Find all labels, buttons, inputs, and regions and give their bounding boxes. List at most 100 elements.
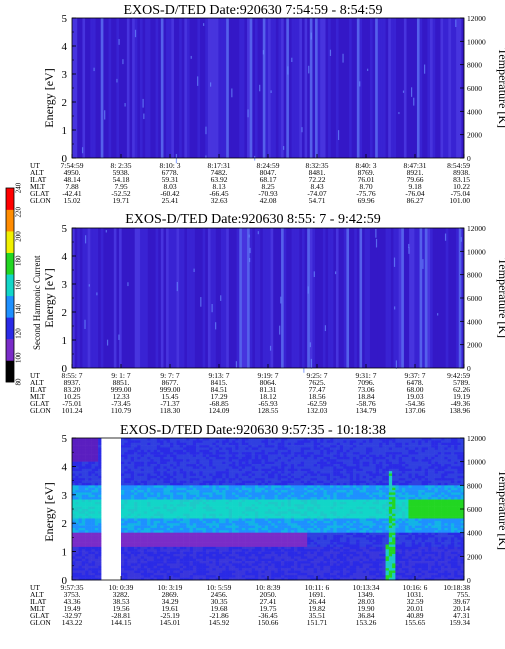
heatmap-cell	[258, 509, 262, 512]
heatmap-cell	[277, 445, 282, 448]
heatmap-cell	[117, 454, 122, 458]
heatmap-column	[333, 18, 337, 158]
heatmap-cell	[134, 572, 138, 576]
heatmap-cell	[228, 492, 233, 496]
heatmap-cell	[215, 475, 220, 479]
heatmap-cell	[238, 516, 243, 519]
heatmap-speck	[402, 90, 405, 93]
heatmap-cell	[127, 570, 132, 574]
heatmap-cell	[173, 487, 177, 491]
heatmap-cell	[192, 440, 197, 444]
heatmap-cell	[235, 480, 239, 484]
heatmap-cell	[277, 523, 282, 526]
heatmap-cell	[222, 553, 226, 557]
heatmap-cell	[179, 492, 184, 496]
heatmap-cell	[170, 466, 174, 470]
heatmap-cell	[245, 440, 249, 444]
heatmap-cell	[212, 535, 217, 538]
heatmap-cell	[75, 456, 79, 460]
heatmap-cell	[156, 454, 161, 458]
heatmap-cell	[166, 532, 171, 536]
heatmap-cell	[232, 464, 236, 467]
heatmap-cell	[75, 440, 79, 444]
heatmap-cell	[215, 438, 220, 441]
heatmap-cell	[222, 525, 226, 529]
heatmap-cell	[163, 568, 168, 571]
heatmap-cell	[137, 549, 141, 552]
heatmap-cell	[235, 537, 239, 541]
heatmap-cell	[127, 523, 132, 526]
heatmap-speck	[291, 57, 293, 62]
heatmap-cell	[241, 516, 246, 519]
heatmap-cell	[202, 546, 207, 550]
heatmap-cell	[303, 445, 308, 448]
heatmap-cell	[170, 487, 174, 491]
heatmap-cell	[117, 501, 122, 505]
heatmap-cell	[205, 513, 210, 517]
heatmap-cell	[225, 456, 230, 460]
heatmap-cell	[166, 494, 171, 498]
heatmap-cell	[166, 445, 171, 448]
heatmap-cell	[81, 490, 86, 493]
heatmap-cell	[114, 475, 119, 479]
heatmap-cell	[101, 525, 105, 529]
heatmap-cell	[264, 456, 269, 460]
heatmap-cell	[205, 494, 210, 498]
y2-tick-label: 12000	[467, 14, 486, 23]
heatmap-column	[254, 228, 258, 368]
heatmap-cell	[130, 563, 135, 567]
heatmap-cell	[111, 546, 115, 550]
heatmap-cell	[183, 527, 187, 531]
heatmap-cell	[202, 466, 207, 470]
heatmap-speck	[337, 130, 340, 140]
heatmap-column	[200, 228, 203, 368]
heatmap-cell	[222, 516, 226, 519]
heatmap-cell	[81, 556, 86, 559]
heatmap-cell	[287, 454, 292, 458]
heatmap-cell	[137, 487, 141, 491]
heatmap-column	[215, 18, 219, 158]
heatmap-cell	[134, 468, 138, 472]
heatmap-cell	[281, 532, 285, 536]
table-row-label: GLON	[30, 196, 51, 205]
heatmap-cell	[241, 518, 246, 522]
heatmap-cell	[222, 468, 226, 472]
heatmap-cell	[166, 461, 171, 465]
heatmap-cell	[274, 553, 279, 557]
heatmap-cell	[189, 468, 194, 472]
heatmap-cell	[85, 558, 89, 562]
heatmap-cell	[156, 549, 161, 552]
heatmap-cell	[134, 542, 138, 545]
heatmap-column	[116, 228, 120, 368]
heatmap-cell	[130, 478, 135, 481]
heatmap-cell	[130, 501, 135, 505]
heatmap-cell	[163, 575, 168, 578]
heatmap-cell	[147, 438, 151, 441]
heatmap-cell	[251, 577, 256, 581]
heatmap-cell	[91, 509, 96, 512]
heatmap-cell	[166, 523, 171, 526]
heatmap-cell	[300, 525, 305, 529]
heatmap-cell	[202, 570, 207, 574]
heatmap-cell	[271, 546, 275, 550]
heatmap-cell	[297, 563, 301, 567]
heatmap-cell	[241, 558, 246, 562]
heatmap-cell	[307, 499, 311, 503]
heatmap-cell	[173, 456, 177, 460]
heatmap-cell	[173, 504, 177, 507]
heatmap-cell	[215, 518, 220, 522]
heatmap-cell	[153, 509, 158, 512]
heatmap-cell	[111, 551, 115, 555]
heatmap-cell	[238, 452, 243, 455]
heatmap-cell	[251, 466, 256, 470]
heatmap-cell	[91, 497, 96, 500]
table-cell: 8:32:35	[306, 161, 329, 170]
heatmap-cell	[147, 497, 151, 500]
heatmap-column	[377, 228, 381, 368]
heatmap-cell	[153, 549, 158, 552]
heatmap-cell	[241, 575, 246, 578]
heatmap-cell	[183, 480, 187, 484]
heatmap-cell	[127, 456, 132, 460]
heatmap-cell	[143, 473, 148, 477]
heatmap-cell	[176, 445, 181, 448]
